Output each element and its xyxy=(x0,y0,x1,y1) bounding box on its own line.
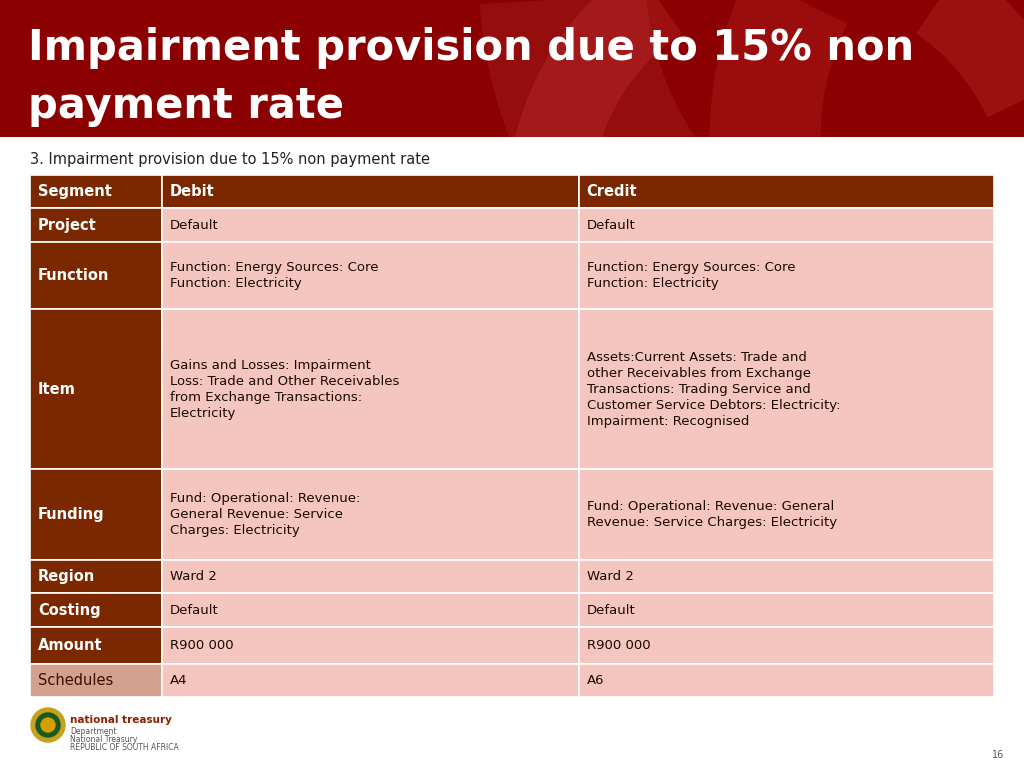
Bar xyxy=(162,309,579,469)
Bar xyxy=(579,208,994,242)
Text: R900 000: R900 000 xyxy=(170,639,233,651)
Text: Default: Default xyxy=(587,604,635,617)
Bar xyxy=(30,560,162,593)
Text: A6: A6 xyxy=(587,674,604,687)
Text: Debit: Debit xyxy=(170,184,215,199)
Bar xyxy=(162,627,579,664)
Circle shape xyxy=(41,718,55,732)
Bar xyxy=(162,664,579,697)
Text: Costing: Costing xyxy=(38,603,100,617)
Bar xyxy=(579,593,994,627)
Bar xyxy=(579,627,994,664)
Text: 3. Impairment provision due to 15% non payment rate: 3. Impairment provision due to 15% non p… xyxy=(30,152,430,167)
Bar xyxy=(162,175,579,208)
Bar xyxy=(162,560,579,593)
Text: R900 000: R900 000 xyxy=(587,639,650,651)
Text: Fund: Operational: Revenue: General
Revenue: Service Charges: Electricity: Fund: Operational: Revenue: General Reve… xyxy=(587,500,837,529)
Text: 16: 16 xyxy=(992,750,1004,760)
Text: Default: Default xyxy=(170,219,219,232)
Text: Schedules: Schedules xyxy=(38,673,114,688)
Bar xyxy=(579,469,994,560)
Bar xyxy=(579,309,994,469)
Text: Function: Function xyxy=(38,268,110,283)
Bar xyxy=(30,593,162,627)
Text: Ward 2: Ward 2 xyxy=(170,570,217,583)
Bar xyxy=(30,175,162,208)
Text: Segment: Segment xyxy=(38,184,112,199)
Text: Gains and Losses: Impairment
Loss: Trade and Other Receivables
from Exchange Tra: Gains and Losses: Impairment Loss: Trade… xyxy=(170,359,399,419)
Bar xyxy=(579,175,994,208)
Text: Default: Default xyxy=(170,604,219,617)
Bar xyxy=(579,242,994,309)
Bar xyxy=(162,469,579,560)
Bar xyxy=(30,242,162,309)
Bar xyxy=(162,208,579,242)
Text: REPUBLIC OF SOUTH AFRICA: REPUBLIC OF SOUTH AFRICA xyxy=(70,743,179,752)
Text: payment rate: payment rate xyxy=(28,85,344,127)
Text: national treasury: national treasury xyxy=(70,715,172,725)
Text: Fund: Operational: Revenue:
General Revenue: Service
Charges: Electricity: Fund: Operational: Revenue: General Reve… xyxy=(170,492,360,537)
Text: Department: Department xyxy=(70,727,117,736)
Bar xyxy=(579,664,994,697)
Bar xyxy=(30,664,162,697)
Text: Function: Energy Sources: Core
Function: Electricity: Function: Energy Sources: Core Function:… xyxy=(587,261,795,290)
Bar xyxy=(162,242,579,309)
Text: Funding: Funding xyxy=(38,507,104,522)
Text: Assets:Current Assets: Trade and
other Receivables from Exchange
Transactions: T: Assets:Current Assets: Trade and other R… xyxy=(587,351,840,428)
Text: Function: Energy Sources: Core
Function: Electricity: Function: Energy Sources: Core Function:… xyxy=(170,261,379,290)
Bar xyxy=(162,593,579,627)
Bar xyxy=(30,627,162,664)
Circle shape xyxy=(36,713,60,737)
Bar xyxy=(579,560,994,593)
Text: Impairment provision due to 15% non: Impairment provision due to 15% non xyxy=(28,28,914,69)
Text: Ward 2: Ward 2 xyxy=(587,570,634,583)
Text: Credit: Credit xyxy=(587,184,637,199)
Bar xyxy=(30,469,162,560)
Bar xyxy=(30,309,162,469)
Text: Item: Item xyxy=(38,382,76,396)
Text: Amount: Amount xyxy=(38,637,102,653)
Circle shape xyxy=(31,708,65,742)
Text: Region: Region xyxy=(38,569,95,584)
Bar xyxy=(30,208,162,242)
Text: A4: A4 xyxy=(170,674,187,687)
Text: Default: Default xyxy=(587,219,635,232)
Text: National Treasury: National Treasury xyxy=(70,735,137,744)
Text: Project: Project xyxy=(38,217,96,233)
